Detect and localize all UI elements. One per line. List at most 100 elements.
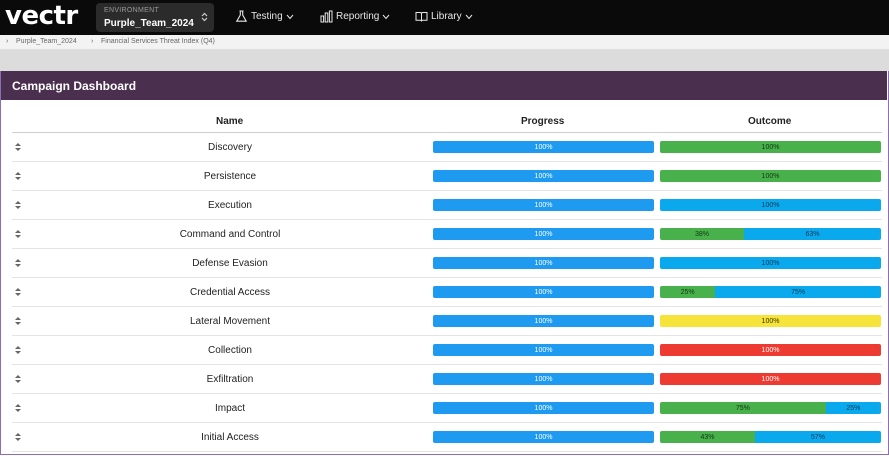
row-name[interactable]: Credential Access — [189, 287, 271, 298]
progress-bar: 100% — [433, 402, 654, 414]
drag-sort-icon[interactable] — [14, 200, 22, 210]
drag-sort-icon[interactable] — [14, 258, 22, 268]
top-navbar: vectr ENVIRONMENT Purple_Team_2024 Testi… — [0, 0, 889, 35]
table-row[interactable]: Execution 100% 100% — [12, 191, 882, 220]
drag-sort-icon[interactable] — [14, 316, 22, 326]
row-name[interactable]: Execution — [208, 200, 252, 211]
nav-library[interactable]: Library — [415, 10, 473, 23]
progress-segment: 100% — [433, 315, 654, 327]
drag-sort-icon[interactable] — [14, 229, 22, 239]
drag-sort-icon[interactable] — [14, 287, 22, 297]
progress-bar: 100% — [433, 141, 654, 153]
drag-sort-icon[interactable] — [14, 345, 22, 355]
chevron-down-icon — [465, 14, 472, 19]
column-header-progress[interactable]: Progress — [521, 116, 565, 127]
table-row[interactable]: Persistence 100% 100% — [12, 162, 882, 191]
page-title: Campaign Dashboard — [12, 79, 137, 93]
progress-segment: 100% — [433, 228, 654, 240]
book-icon — [415, 12, 428, 22]
column-header-outcome[interactable]: Outcome — [748, 116, 792, 127]
row-name[interactable]: Command and Control — [179, 229, 281, 240]
outcome-bar: 100% — [660, 315, 881, 327]
vectr-logo[interactable]: vectr — [5, 1, 78, 31]
breadcrumb-separator-icon: › — [6, 38, 9, 45]
outcome-segment: 25% — [660, 286, 716, 298]
breadcrumb: › Purple_Team_2024 › Financial Services … — [0, 35, 889, 50]
table-row[interactable]: Lateral Movement 100% 100% — [12, 307, 882, 336]
chevron-down-icon — [286, 14, 294, 19]
row-name[interactable]: Impact — [214, 403, 245, 414]
table-row[interactable]: Impact 100% 75% 25% — [12, 394, 882, 423]
progress-bar: 100% — [433, 286, 654, 298]
progress-bar: 100% — [433, 199, 654, 211]
table-row[interactable]: Initial Access 100% 43% 57% — [12, 423, 882, 452]
breadcrumb-item-campaign[interactable]: Financial Services Threat Index (Q4) — [101, 38, 215, 45]
outcome-segment: 38% — [660, 228, 744, 240]
progress-bar: 100% — [433, 431, 654, 443]
environment-selector[interactable]: ENVIRONMENT Purple_Team_2024 — [96, 3, 214, 32]
table-row[interactable]: Collection 100% 100% — [12, 336, 882, 365]
progress-segment: 100% — [433, 344, 654, 356]
outcome-segment: 100% — [660, 373, 881, 385]
outcome-bar: 100% — [660, 373, 881, 385]
progress-segment: 100% — [433, 373, 654, 385]
flask-icon — [235, 10, 248, 22]
table-row[interactable]: Exfiltration 100% 100% — [12, 365, 882, 394]
breadcrumb-item-environment[interactable]: Purple_Team_2024 — [16, 38, 77, 45]
progress-segment: 100% — [433, 402, 654, 414]
row-name[interactable]: Lateral Movement — [189, 316, 271, 327]
environment-value: Purple_Team_2024 — [104, 18, 194, 29]
outcome-segment: 25% — [825, 402, 881, 414]
outcome-segment: 57% — [755, 431, 881, 443]
row-name[interactable]: Defense Evasion — [192, 258, 268, 269]
progress-bar: 100% — [433, 315, 654, 327]
outcome-bar: 25% 75% — [660, 286, 881, 298]
progress-segment: 100% — [433, 199, 654, 211]
row-name[interactable]: Collection — [208, 345, 252, 356]
table-header: Name Progress Outcome — [12, 109, 882, 133]
row-name[interactable]: Exfiltration — [206, 374, 254, 385]
outcome-segment: 75% — [660, 402, 826, 414]
spacer-bar — [0, 50, 889, 71]
drag-sort-icon[interactable] — [14, 403, 22, 413]
drag-sort-icon[interactable] — [14, 142, 22, 152]
nav-reporting[interactable]: Reporting — [320, 10, 390, 23]
row-name[interactable]: Discovery — [208, 142, 252, 153]
nav-library-label: Library — [431, 11, 462, 22]
progress-segment: 100% — [433, 170, 654, 182]
outcome-bar: 100% — [660, 344, 881, 356]
drag-sort-icon[interactable] — [14, 171, 22, 181]
nav-testing[interactable]: Testing — [235, 10, 294, 23]
drag-sort-icon[interactable] — [14, 432, 22, 442]
table-body: Discovery 100% 100% Persistence 100% 100% Exec… — [12, 133, 882, 452]
table-row[interactable]: Discovery 100% 100% — [12, 133, 882, 162]
outcome-bar: 75% 25% — [660, 402, 881, 414]
nav-reporting-label: Reporting — [336, 11, 380, 22]
progress-segment: 100% — [433, 257, 654, 269]
dashboard-header: Campaign Dashboard — [1, 71, 887, 100]
table-row[interactable]: Defense Evasion 100% 100% — [12, 249, 882, 278]
campaign-table: Name Progress Outcome Discovery 100% 100% P… — [12, 109, 882, 452]
breadcrumb-separator-icon: › — [91, 38, 94, 45]
table-row[interactable]: Credential Access 100% 25% 75% — [12, 278, 882, 307]
progress-segment: 100% — [433, 141, 654, 153]
outcome-segment: 43% — [660, 431, 756, 443]
outcome-segment: 100% — [660, 170, 881, 182]
chevron-down-icon — [382, 14, 390, 19]
outcome-bar: 38% 63% — [660, 228, 881, 240]
progress-bar: 100% — [433, 170, 654, 182]
nav-testing-label: Testing — [251, 11, 283, 22]
bar-chart-icon — [320, 10, 333, 23]
outcome-segment: 100% — [660, 199, 881, 211]
row-name[interactable]: Persistence — [203, 171, 257, 182]
outcome-bar: 100% — [660, 170, 881, 182]
outcome-bar: 100% — [660, 257, 881, 269]
outcome-segment: 100% — [660, 141, 881, 153]
progress-segment: 100% — [433, 286, 654, 298]
drag-sort-icon[interactable] — [14, 374, 22, 384]
column-header-name[interactable]: Name — [216, 116, 244, 127]
progress-bar: 100% — [433, 257, 654, 269]
outcome-bar: 43% 57% — [660, 431, 881, 443]
row-name[interactable]: Initial Access — [201, 432, 259, 443]
table-row[interactable]: Command and Control 100% 38% 63% — [12, 220, 882, 249]
